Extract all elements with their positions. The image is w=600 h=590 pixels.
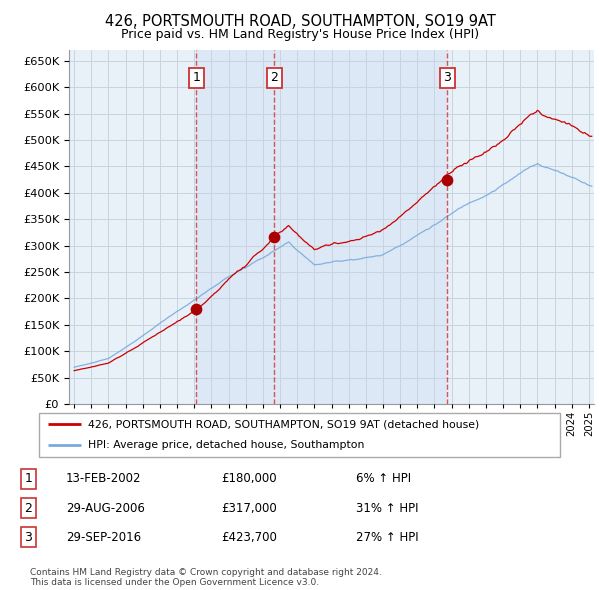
Text: 29-AUG-2006: 29-AUG-2006 [66, 502, 145, 514]
Bar [196, 50, 274, 404]
Text: £317,000: £317,000 [221, 502, 277, 514]
Text: £423,700: £423,700 [221, 531, 277, 544]
Text: 2: 2 [270, 71, 278, 84]
Text: This data is licensed under the Open Government Licence v3.0.: This data is licensed under the Open Gov… [30, 578, 319, 588]
Text: £180,000: £180,000 [221, 473, 277, 486]
Text: 1: 1 [193, 71, 200, 84]
Text: 29-SEP-2016: 29-SEP-2016 [66, 531, 141, 544]
Text: Contains HM Land Registry data © Crown copyright and database right 2024.: Contains HM Land Registry data © Crown c… [30, 568, 382, 577]
Bar [274, 50, 448, 404]
Text: 3: 3 [24, 531, 32, 544]
FancyBboxPatch shape [38, 412, 560, 457]
Text: 3: 3 [443, 71, 451, 84]
Point [269, 232, 279, 241]
Point [443, 176, 452, 185]
Text: 27% ↑ HPI: 27% ↑ HPI [356, 531, 419, 544]
Text: 13-FEB-2002: 13-FEB-2002 [66, 473, 142, 486]
Text: 1: 1 [24, 473, 32, 486]
Text: 31% ↑ HPI: 31% ↑ HPI [356, 502, 419, 514]
Text: 426, PORTSMOUTH ROAD, SOUTHAMPTON, SO19 9AT (detached house): 426, PORTSMOUTH ROAD, SOUTHAMPTON, SO19 … [88, 419, 479, 429]
Text: Price paid vs. HM Land Registry's House Price Index (HPI): Price paid vs. HM Land Registry's House … [121, 28, 479, 41]
Text: 426, PORTSMOUTH ROAD, SOUTHAMPTON, SO19 9AT: 426, PORTSMOUTH ROAD, SOUTHAMPTON, SO19 … [104, 14, 496, 29]
Text: 2: 2 [24, 502, 32, 514]
Text: 6% ↑ HPI: 6% ↑ HPI [356, 473, 412, 486]
Point [191, 304, 201, 314]
Text: HPI: Average price, detached house, Southampton: HPI: Average price, detached house, Sout… [88, 441, 364, 451]
